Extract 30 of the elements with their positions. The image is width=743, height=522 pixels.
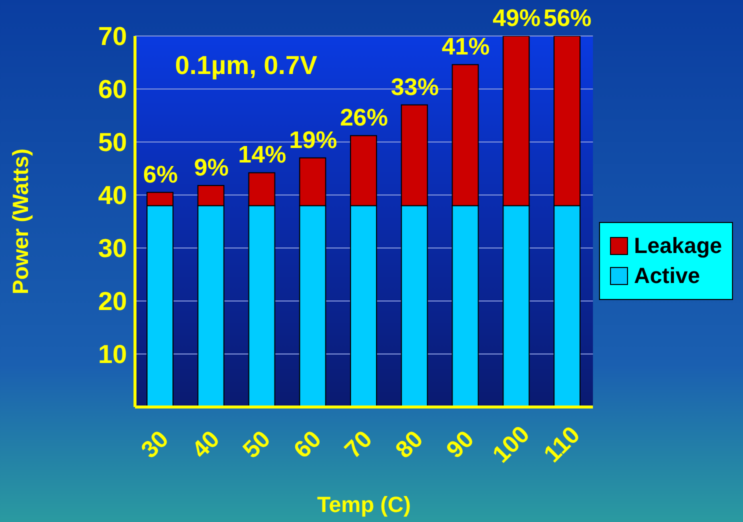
annotation: 41% [442,34,490,61]
x-tick-label: 40 [187,426,226,464]
annotation: 49% [492,5,541,32]
annotation: 56% [543,5,592,32]
x-tick-label: 60 [288,426,327,464]
annotation: 26% [340,104,388,132]
y-tick-label: 10 [98,339,127,370]
y-tick-label: 50 [98,127,127,158]
annotation: 6% [143,161,178,188]
y-tick-label: 20 [98,286,127,316]
x-tick-label: 80 [390,426,429,464]
x-tick-label: 90 [441,426,480,464]
y-tick-label: 30 [98,233,127,264]
annotation: 19% [289,126,338,154]
y-axis-title: Power (Watts) [8,148,33,294]
annotation: 14% [238,142,286,169]
x-tick-label: 50 [238,426,276,464]
y-tick-label: 40 [98,180,127,210]
x-tick-label: 100 [488,420,536,468]
x-tick-label: 30 [136,426,174,464]
y-tick-label: 70 [98,21,127,52]
annotation: 0.1µm, 0.7V [175,50,318,81]
x-tick-label: 70 [340,426,378,464]
x-tick-label: 110 [538,421,586,468]
legend-label: Leakage [634,233,722,259]
x-axis-title: Temp (C) [317,492,411,517]
annotation: 33% [390,74,439,101]
legend-label: Active [634,263,700,289]
y-tick-label: 60 [98,74,127,104]
annotation: 9% [194,154,229,182]
